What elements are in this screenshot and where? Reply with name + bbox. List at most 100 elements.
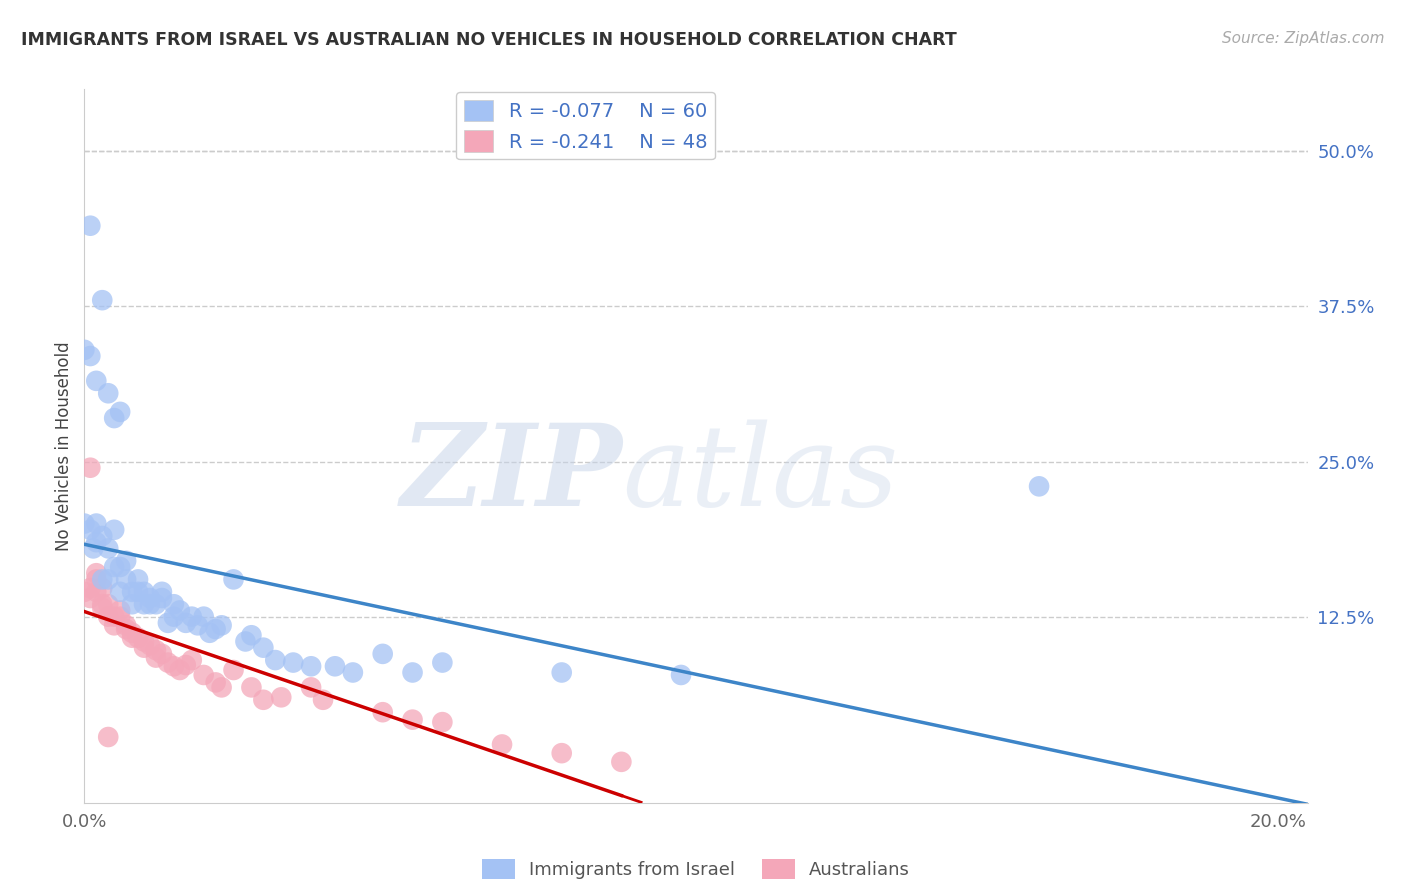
- Point: [115, 622, 138, 636]
- Point: [222, 663, 245, 677]
- Point: [79, 591, 101, 605]
- Point: [342, 665, 364, 680]
- Point: [103, 560, 125, 574]
- Point: [103, 523, 125, 537]
- Point: [156, 656, 179, 670]
- Point: [79, 349, 101, 363]
- Point: [401, 713, 423, 727]
- Point: [108, 609, 131, 624]
- Point: [73, 584, 96, 599]
- Point: [283, 656, 305, 670]
- Point: [669, 668, 692, 682]
- Point: [91, 293, 114, 308]
- Point: [371, 705, 394, 719]
- Point: [252, 693, 274, 707]
- Point: [108, 584, 131, 599]
- Point: [150, 584, 173, 599]
- Point: [115, 618, 138, 632]
- Point: [91, 601, 114, 615]
- Point: [97, 609, 120, 624]
- Point: [169, 663, 191, 677]
- Point: [84, 584, 107, 599]
- Point: [103, 411, 125, 425]
- Point: [240, 681, 263, 695]
- Point: [79, 581, 101, 595]
- Point: [163, 597, 186, 611]
- Point: [145, 650, 167, 665]
- Point: [432, 656, 454, 670]
- Point: [211, 618, 233, 632]
- Point: [169, 603, 191, 617]
- Point: [204, 675, 226, 690]
- Point: [132, 584, 155, 599]
- Point: [193, 668, 215, 682]
- Point: [97, 597, 120, 611]
- Text: ZIP: ZIP: [401, 419, 623, 530]
- Point: [551, 665, 574, 680]
- Point: [132, 597, 155, 611]
- Point: [103, 618, 125, 632]
- Point: [115, 554, 138, 568]
- Point: [193, 609, 215, 624]
- Text: atlas: atlas: [623, 419, 898, 530]
- Point: [139, 638, 162, 652]
- Point: [163, 659, 186, 673]
- Legend: Immigrants from Israel, Australians: Immigrants from Israel, Australians: [475, 852, 917, 887]
- Point: [145, 643, 167, 657]
- Point: [264, 653, 287, 667]
- Point: [240, 628, 263, 642]
- Point: [222, 573, 245, 587]
- Point: [121, 584, 143, 599]
- Point: [91, 597, 114, 611]
- Point: [97, 730, 120, 744]
- Point: [145, 597, 167, 611]
- Point: [82, 541, 104, 556]
- Point: [79, 460, 101, 475]
- Point: [174, 615, 197, 630]
- Point: [91, 581, 114, 595]
- Point: [84, 374, 107, 388]
- Point: [97, 573, 120, 587]
- Point: [551, 746, 574, 760]
- Point: [79, 523, 101, 537]
- Point: [115, 573, 138, 587]
- Point: [108, 560, 131, 574]
- Y-axis label: No Vehicles in Household: No Vehicles in Household: [55, 341, 73, 551]
- Point: [97, 541, 120, 556]
- Point: [252, 640, 274, 655]
- Point: [91, 573, 114, 587]
- Point: [103, 609, 125, 624]
- Point: [132, 640, 155, 655]
- Point: [132, 634, 155, 648]
- Point: [432, 715, 454, 730]
- Point: [299, 681, 322, 695]
- Point: [150, 591, 173, 605]
- Point: [610, 755, 633, 769]
- Point: [73, 343, 96, 357]
- Point: [127, 584, 149, 599]
- Text: Source: ZipAtlas.com: Source: ZipAtlas.com: [1222, 31, 1385, 46]
- Point: [139, 591, 162, 605]
- Point: [84, 535, 107, 549]
- Point: [79, 219, 101, 233]
- Point: [91, 529, 114, 543]
- Point: [163, 609, 186, 624]
- Point: [84, 516, 107, 531]
- Point: [1028, 479, 1050, 493]
- Point: [150, 647, 173, 661]
- Point: [312, 693, 335, 707]
- Point: [127, 631, 149, 645]
- Text: IMMIGRANTS FROM ISRAEL VS AUSTRALIAN NO VEHICLES IN HOUSEHOLD CORRELATION CHART: IMMIGRANTS FROM ISRAEL VS AUSTRALIAN NO …: [21, 31, 957, 49]
- Point: [73, 516, 96, 531]
- Point: [97, 386, 120, 401]
- Point: [156, 615, 179, 630]
- Point: [127, 573, 149, 587]
- Point: [121, 631, 143, 645]
- Point: [174, 658, 197, 673]
- Point: [401, 665, 423, 680]
- Point: [491, 738, 513, 752]
- Point: [211, 681, 233, 695]
- Point: [180, 609, 202, 624]
- Point: [323, 659, 346, 673]
- Point: [180, 653, 202, 667]
